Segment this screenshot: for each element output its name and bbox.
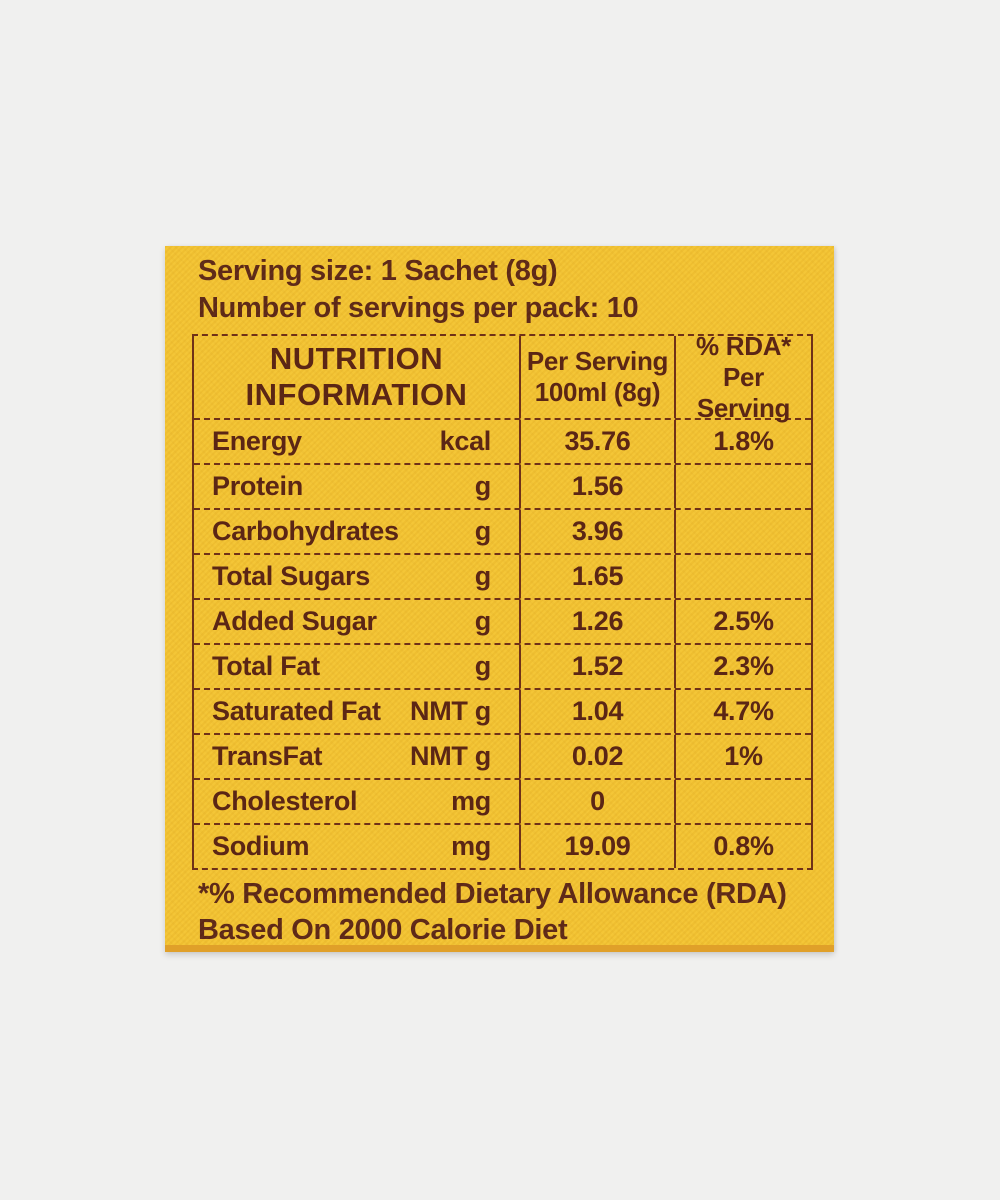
nutrient-name: Saturated Fat <box>212 696 381 726</box>
nutrient-name: TransFat <box>212 741 323 771</box>
nutrient-cell: Added Sugar g <box>194 600 519 643</box>
rda-footnote: *% Recommended Dietary Allowance (RDA) B… <box>198 876 834 946</box>
rda-footnote-line1: *% Recommended Dietary Allowance (RDA) <box>198 878 787 910</box>
header-per-serving-line2: 100ml (8g) <box>534 377 661 407</box>
per-serving-value: 1.26 <box>519 600 674 643</box>
per-serving-value: 1.52 <box>519 645 674 688</box>
header-nutrition-line1: NUTRITION <box>269 341 444 376</box>
table-row: Saturated Fat NMT g 1.04 4.7% <box>194 688 811 733</box>
rda-value <box>674 780 811 823</box>
table-row: Sodium mg 19.09 0.8% <box>194 823 811 868</box>
nutrient-name: Energy <box>212 426 302 456</box>
nutrient-name: Carbohydrates <box>212 516 399 546</box>
table-row: TransFat NMT g 0.02 1% <box>194 733 811 778</box>
nutrient-unit: mg <box>451 786 491 816</box>
per-serving-value: 0 <box>519 780 674 823</box>
header-rda: % RDA* Per Serving <box>674 331 811 423</box>
table-row: Energy kcal 35.76 1.8% <box>194 418 811 463</box>
nutrient-name: Sodium <box>212 831 310 861</box>
nutrient-unit: NMT g <box>410 696 491 726</box>
nutrient-unit: g <box>474 561 492 591</box>
serving-size-line: Serving size: 1 Sachet (8g) <box>198 255 558 287</box>
per-serving-value: 0.02 <box>519 735 674 778</box>
nutrient-name: Protein <box>212 471 303 501</box>
nutrition-label: Serving size: 1 Sachet (8g) Number of se… <box>165 246 834 952</box>
rda-value <box>674 465 811 508</box>
header-rda-line1: % RDA* <box>696 330 791 361</box>
per-serving-value: 1.56 <box>519 465 674 508</box>
nutrient-unit: mg <box>451 831 491 861</box>
nutrient-cell: Energy kcal <box>194 420 519 463</box>
rda-value: 0.8% <box>674 825 811 868</box>
serving-info: Serving size: 1 Sachet (8g) Number of se… <box>165 246 834 327</box>
rda-value: 2.5% <box>674 600 811 643</box>
rda-value: 4.7% <box>674 690 811 733</box>
header-per-serving-line1: Per Serving <box>526 346 669 376</box>
table-header-row: NUTRITION INFORMATION Per Serving 100ml … <box>194 331 811 423</box>
nutrient-cell: Sodium mg <box>194 825 519 868</box>
nutrient-name: Cholesterol <box>212 786 358 816</box>
nutrient-cell: Total Fat g <box>194 645 519 688</box>
nutrient-unit: kcal <box>439 426 492 456</box>
per-serving-value: 1.04 <box>519 690 674 733</box>
header-nutrition-information: NUTRITION INFORMATION <box>194 336 519 418</box>
table-row: Added Sugar g 1.26 2.5% <box>194 598 811 643</box>
header-rda-line2: Per Serving <box>696 361 791 423</box>
table-body: Energy kcal 35.76 1.8% Protein g 1.56 Ca… <box>194 418 811 868</box>
header-per-serving: Per Serving 100ml (8g) <box>519 336 674 418</box>
rda-value <box>674 510 811 553</box>
nutrient-name: Total Sugars <box>212 561 370 591</box>
per-serving-value: 19.09 <box>519 825 674 868</box>
nutrient-name: Added Sugar <box>212 606 377 636</box>
header-nutrition-line2: INFORMATION <box>245 377 468 412</box>
nutrient-name: Total Fat <box>212 651 320 681</box>
nutrient-unit: g <box>474 516 492 546</box>
nutrient-cell: TransFat NMT g <box>194 735 519 778</box>
rda-value: 1% <box>674 735 811 778</box>
servings-per-pack-line: Number of servings per pack: 10 <box>198 292 639 324</box>
table-row: Total Fat g 1.52 2.3% <box>194 643 811 688</box>
rda-value: 1.8% <box>674 420 811 463</box>
table-row: Total Sugars g 1.65 <box>194 553 811 598</box>
per-serving-value: 35.76 <box>519 420 674 463</box>
nutrient-cell: Protein g <box>194 465 519 508</box>
per-serving-value: 1.65 <box>519 555 674 598</box>
table-row: Cholesterol mg 0 <box>194 778 811 823</box>
table-row: Carbohydrates g 3.96 <box>194 508 811 553</box>
nutrient-cell: Cholesterol mg <box>194 780 519 823</box>
per-serving-value: 3.96 <box>519 510 674 553</box>
table-row: Protein g 1.56 <box>194 463 811 508</box>
nutrient-unit: g <box>474 471 492 501</box>
nutrient-unit: g <box>474 606 492 636</box>
rda-footnote-line2: Based On 2000 Calorie Diet <box>198 914 568 946</box>
nutrient-cell: Total Sugars g <box>194 555 519 598</box>
nutrient-unit: NMT g <box>410 741 491 771</box>
nutrient-cell: Saturated Fat NMT g <box>194 690 519 733</box>
rda-value <box>674 555 811 598</box>
nutrient-cell: Carbohydrates g <box>194 510 519 553</box>
rda-value: 2.3% <box>674 645 811 688</box>
nutrition-table: NUTRITION INFORMATION Per Serving 100ml … <box>192 331 813 870</box>
nutrient-unit: g <box>474 651 492 681</box>
